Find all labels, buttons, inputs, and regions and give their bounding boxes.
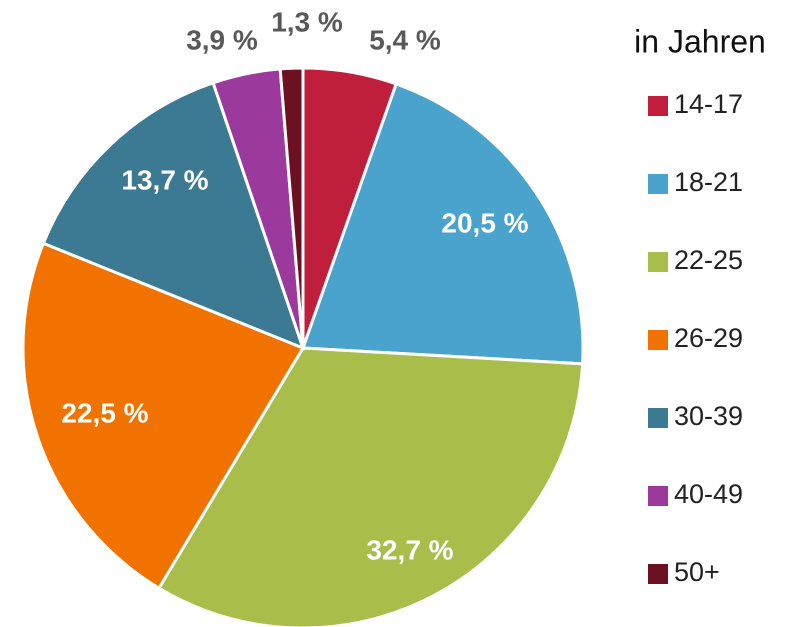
legend-swatch — [648, 330, 668, 350]
legend-swatch — [648, 174, 668, 194]
pie-slice — [278, 66, 305, 349]
legend-swatch — [648, 96, 668, 116]
data-label: 20,5 % — [441, 207, 528, 238]
legend-label: 30-39 — [674, 401, 743, 431]
legend-label: 18-21 — [674, 167, 743, 197]
pie-slice — [41, 80, 306, 351]
legend-label: 22-25 — [674, 245, 743, 275]
legend-title: in Jahren — [634, 23, 766, 59]
data-label: 13,7 % — [121, 164, 208, 195]
pie-slice — [156, 346, 585, 627]
legend-swatch — [648, 564, 668, 584]
data-label: 3,9 % — [186, 24, 258, 55]
legend-label: 14-17 — [674, 89, 743, 119]
data-label: 32,7 % — [366, 534, 453, 565]
legend-label: 26-29 — [674, 323, 743, 353]
legend-label: 50+ — [674, 557, 720, 587]
data-label: 22,5 % — [61, 397, 148, 428]
pie-slice — [300, 82, 585, 366]
legend-swatch — [648, 252, 668, 272]
pie-slice — [21, 241, 306, 591]
data-label: 1,3 % — [271, 6, 343, 37]
data-label: 5,4 % — [369, 24, 441, 55]
legend-label: 40-49 — [674, 479, 743, 509]
legend-swatch — [648, 408, 668, 428]
legend-swatch — [648, 486, 668, 506]
